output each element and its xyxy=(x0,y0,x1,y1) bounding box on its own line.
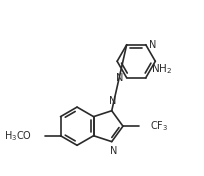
Text: N: N xyxy=(116,73,124,83)
Text: N: N xyxy=(110,146,117,156)
Text: H$_3$CO: H$_3$CO xyxy=(4,129,32,143)
Text: N: N xyxy=(149,40,156,50)
Text: N: N xyxy=(109,96,116,106)
Text: NH$_2$: NH$_2$ xyxy=(151,62,172,76)
Text: CF$_3$: CF$_3$ xyxy=(150,119,168,133)
